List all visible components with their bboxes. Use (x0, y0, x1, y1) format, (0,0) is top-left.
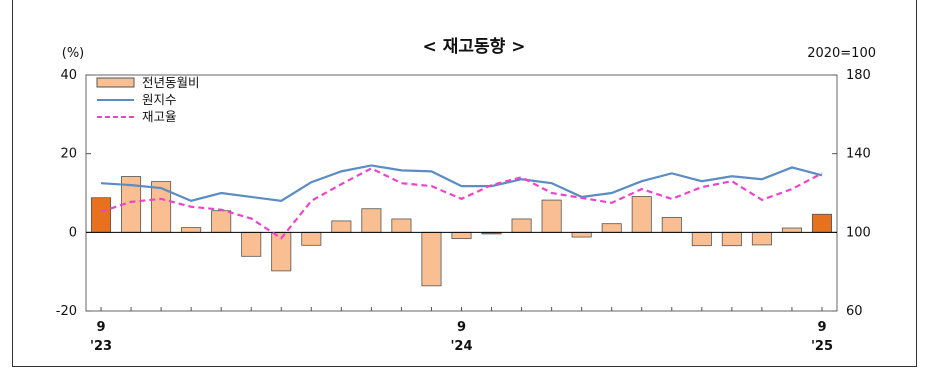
legend: 전년동월비 원지수 재고율 (96, 75, 200, 124)
x-label-month: 9 (817, 320, 826, 335)
bar-yoy (721, 231, 742, 247)
x-label-year: '23 (90, 339, 112, 354)
bar-yoy (391, 218, 412, 233)
bar-yoy (751, 231, 772, 246)
bar-yoy (181, 227, 202, 233)
bar-yoy (571, 231, 592, 238)
left-axis-unit: (%) (62, 46, 85, 61)
bar-yoy (451, 231, 472, 240)
bar-yoy (691, 231, 712, 247)
line-ratio (100, 167, 823, 240)
x-label-year: '24 (450, 339, 472, 354)
x-label-month: 9 (457, 320, 466, 335)
bar-yoy (91, 197, 112, 233)
bar-yoy (601, 223, 622, 233)
line-index (100, 164, 823, 203)
right-axis-unit: 2020=100 (807, 46, 876, 61)
bar-yoy (781, 227, 802, 233)
legend-swatch-bar (96, 77, 135, 88)
right-tick-label: 100 (846, 225, 871, 240)
legend-label-yoy: 전년동월비 (142, 75, 200, 90)
x-label-month: 9 (96, 320, 105, 335)
chart-frame (12, 0, 917, 367)
legend-label-ratio: 재고율 (142, 109, 177, 124)
right-tick-label: 180 (846, 68, 871, 83)
bar-yoy (631, 196, 652, 233)
left-tick-label: 40 (60, 68, 77, 83)
bar-yoy (241, 231, 262, 257)
legend-label-index: 원지수 (142, 92, 177, 107)
bar-yoy (361, 208, 382, 233)
right-tick-label: 140 (846, 147, 871, 162)
bar-yoy (331, 220, 352, 233)
bar-yoy (511, 218, 532, 233)
x-label-year: '25 (811, 339, 833, 354)
left-tick-label: 20 (60, 147, 77, 162)
bar-yoy (301, 231, 322, 246)
chart-title: < 재고동향 > (423, 36, 526, 57)
left-tick-label: 0 (69, 225, 77, 240)
right-tick-label: 60 (846, 304, 863, 319)
bar-yoy (811, 213, 832, 233)
bar-yoy (421, 231, 442, 287)
left-tick-label: -20 (56, 304, 77, 319)
plot-area (85, 74, 838, 312)
bar-yoy (211, 210, 232, 233)
bar-yoy (541, 199, 562, 233)
bar-yoy (661, 216, 682, 233)
